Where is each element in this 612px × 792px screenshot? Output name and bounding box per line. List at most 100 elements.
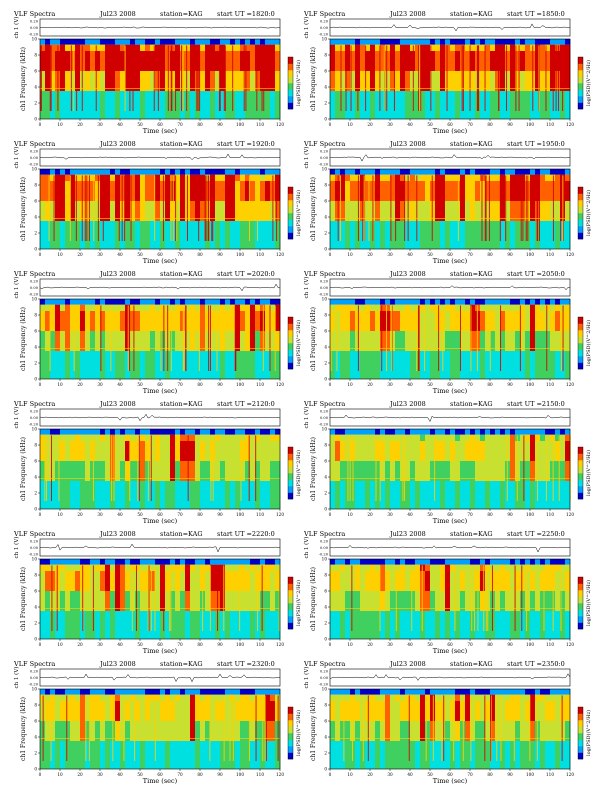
- spectrogram-cell: [515, 201, 521, 221]
- colorbar-frame: [287, 56, 294, 110]
- spectrogram-cell: [95, 331, 101, 351]
- x-tick-label: 100: [526, 772, 534, 777]
- spectrogram-cell: [510, 174, 516, 181]
- x-tick-label: 60: [157, 382, 163, 387]
- spectrogram-cell: [345, 741, 351, 769]
- spectrogram-cell: [450, 701, 456, 721]
- spectrogram-cell: [360, 611, 366, 639]
- spectrogram-cell: [50, 741, 56, 769]
- spectrogram-cell: [565, 311, 571, 331]
- spectrogram-cell: [175, 741, 181, 769]
- spectrogram-cell: [110, 181, 116, 201]
- spectrogram-cell: [460, 559, 466, 565]
- spectrogram-cell: [515, 311, 521, 331]
- spectrogram-cell: [220, 331, 226, 351]
- spectrogram-cell: [90, 434, 96, 441]
- spectrogram-cell: [420, 351, 426, 379]
- spectrogram-cell: [495, 221, 501, 249]
- sferic-streak: [49, 45, 51, 111]
- spectrogram-cell: [75, 689, 81, 695]
- spectrogram-cell: [140, 571, 146, 591]
- spectrogram-cell: [230, 299, 236, 305]
- x-tick-label: 20: [367, 252, 373, 257]
- spectrogram-cell: [90, 71, 96, 91]
- spectrogram-cell: [395, 721, 401, 741]
- spectrogram-cell: [410, 181, 416, 201]
- spectrogram-cell: [515, 429, 521, 435]
- spectrogram-cell: [530, 39, 536, 45]
- spectrogram-cell: [535, 44, 541, 51]
- spectrogram-cell: [405, 694, 411, 701]
- spectrogram-cell: [530, 221, 536, 249]
- sferic-streak: [453, 695, 455, 761]
- spectrogram-cell: [125, 481, 131, 509]
- spectrogram-cell: [175, 181, 181, 201]
- sferic-streak: [538, 45, 540, 111]
- spectrogram-cell: [330, 299, 336, 305]
- chart-panel: VLF Spectra Jul23 2008 station=KAG start UT…: [13, 660, 302, 785]
- spectrogram-cell: [425, 591, 431, 611]
- spectrogram-cell: [450, 181, 456, 201]
- spectrogram-cell: [450, 559, 456, 565]
- spectrogram-cell: [135, 51, 141, 71]
- x-tick-label: 40: [407, 252, 413, 257]
- sferic-streak: [476, 45, 478, 111]
- chart-start-ut: start UT =1820:0: [217, 10, 275, 18]
- spectrogram-cell: [235, 201, 241, 221]
- spectrogram-cell: [45, 429, 51, 435]
- spectrogram-cell: [450, 689, 456, 695]
- spectrogram-cell: [410, 331, 416, 351]
- spectrogram-cell: [425, 304, 431, 311]
- spectrogram-cell: [200, 169, 206, 175]
- spectrogram-cell: [370, 51, 376, 71]
- sferic-streak: [491, 565, 493, 631]
- colorbar-label: log(PSD)(V^2/Hz): [585, 60, 592, 106]
- spectrogram-cell: [190, 461, 196, 481]
- sferic-streak: [130, 175, 132, 241]
- x-tick-label: 30: [97, 642, 103, 647]
- spectrogram-cell: [150, 201, 156, 221]
- spectrogram-cell: [165, 91, 171, 119]
- spectrogram-cell: [190, 44, 196, 51]
- spectrogram-cell: [345, 559, 351, 565]
- time-axis-label: Time (sec): [143, 647, 178, 655]
- spectrogram-cell: [335, 331, 341, 351]
- spectrogram-cell: [475, 694, 481, 701]
- spectrogram-cell: [95, 71, 101, 91]
- spectrogram-cell: [55, 311, 61, 331]
- spectrogram-cell: [60, 201, 66, 221]
- spectrogram-cell: [340, 441, 346, 461]
- y-tick-label: 4: [34, 475, 37, 480]
- sferic-streak: [56, 565, 58, 631]
- spectrogram-cell: [260, 39, 266, 45]
- spectrogram-cell: [260, 181, 266, 201]
- x-tick-label: 90: [217, 512, 223, 517]
- spectrogram-cell: [405, 169, 411, 175]
- spectrogram-cell: [180, 429, 186, 435]
- spectrogram-cell: [465, 701, 471, 721]
- sferic-streak: [185, 305, 187, 371]
- spectrogram-cell: [480, 71, 486, 91]
- spectrogram-cell: [140, 591, 146, 611]
- spectrogram-cell: [375, 44, 381, 51]
- spectrogram-cell: [70, 51, 76, 71]
- sferic-streak: [349, 435, 351, 501]
- spectrogram-cell: [125, 311, 131, 331]
- spectrogram-cell: [395, 564, 401, 571]
- sferic-streak: [430, 45, 432, 111]
- sferic-streak: [516, 435, 518, 501]
- spectrogram-cell: [140, 564, 146, 571]
- sferic-streak: [113, 435, 115, 501]
- spectrogram-cell: [465, 611, 471, 639]
- colorbar-label: log(PSD)(V^2/Hz): [295, 60, 302, 106]
- spectrogram-cell: [500, 51, 506, 71]
- spectrogram-cell: [220, 694, 226, 701]
- spectrogram-cell: [410, 429, 416, 435]
- sferic-streak: [196, 45, 198, 111]
- spectrogram-cell: [495, 331, 501, 351]
- spectrogram-cell: [265, 169, 271, 175]
- spectrogram-cell: [265, 71, 271, 91]
- spectrogram-cell: [150, 181, 156, 201]
- spectrogram-cell: [245, 571, 251, 591]
- spectrogram-cell: [255, 51, 261, 71]
